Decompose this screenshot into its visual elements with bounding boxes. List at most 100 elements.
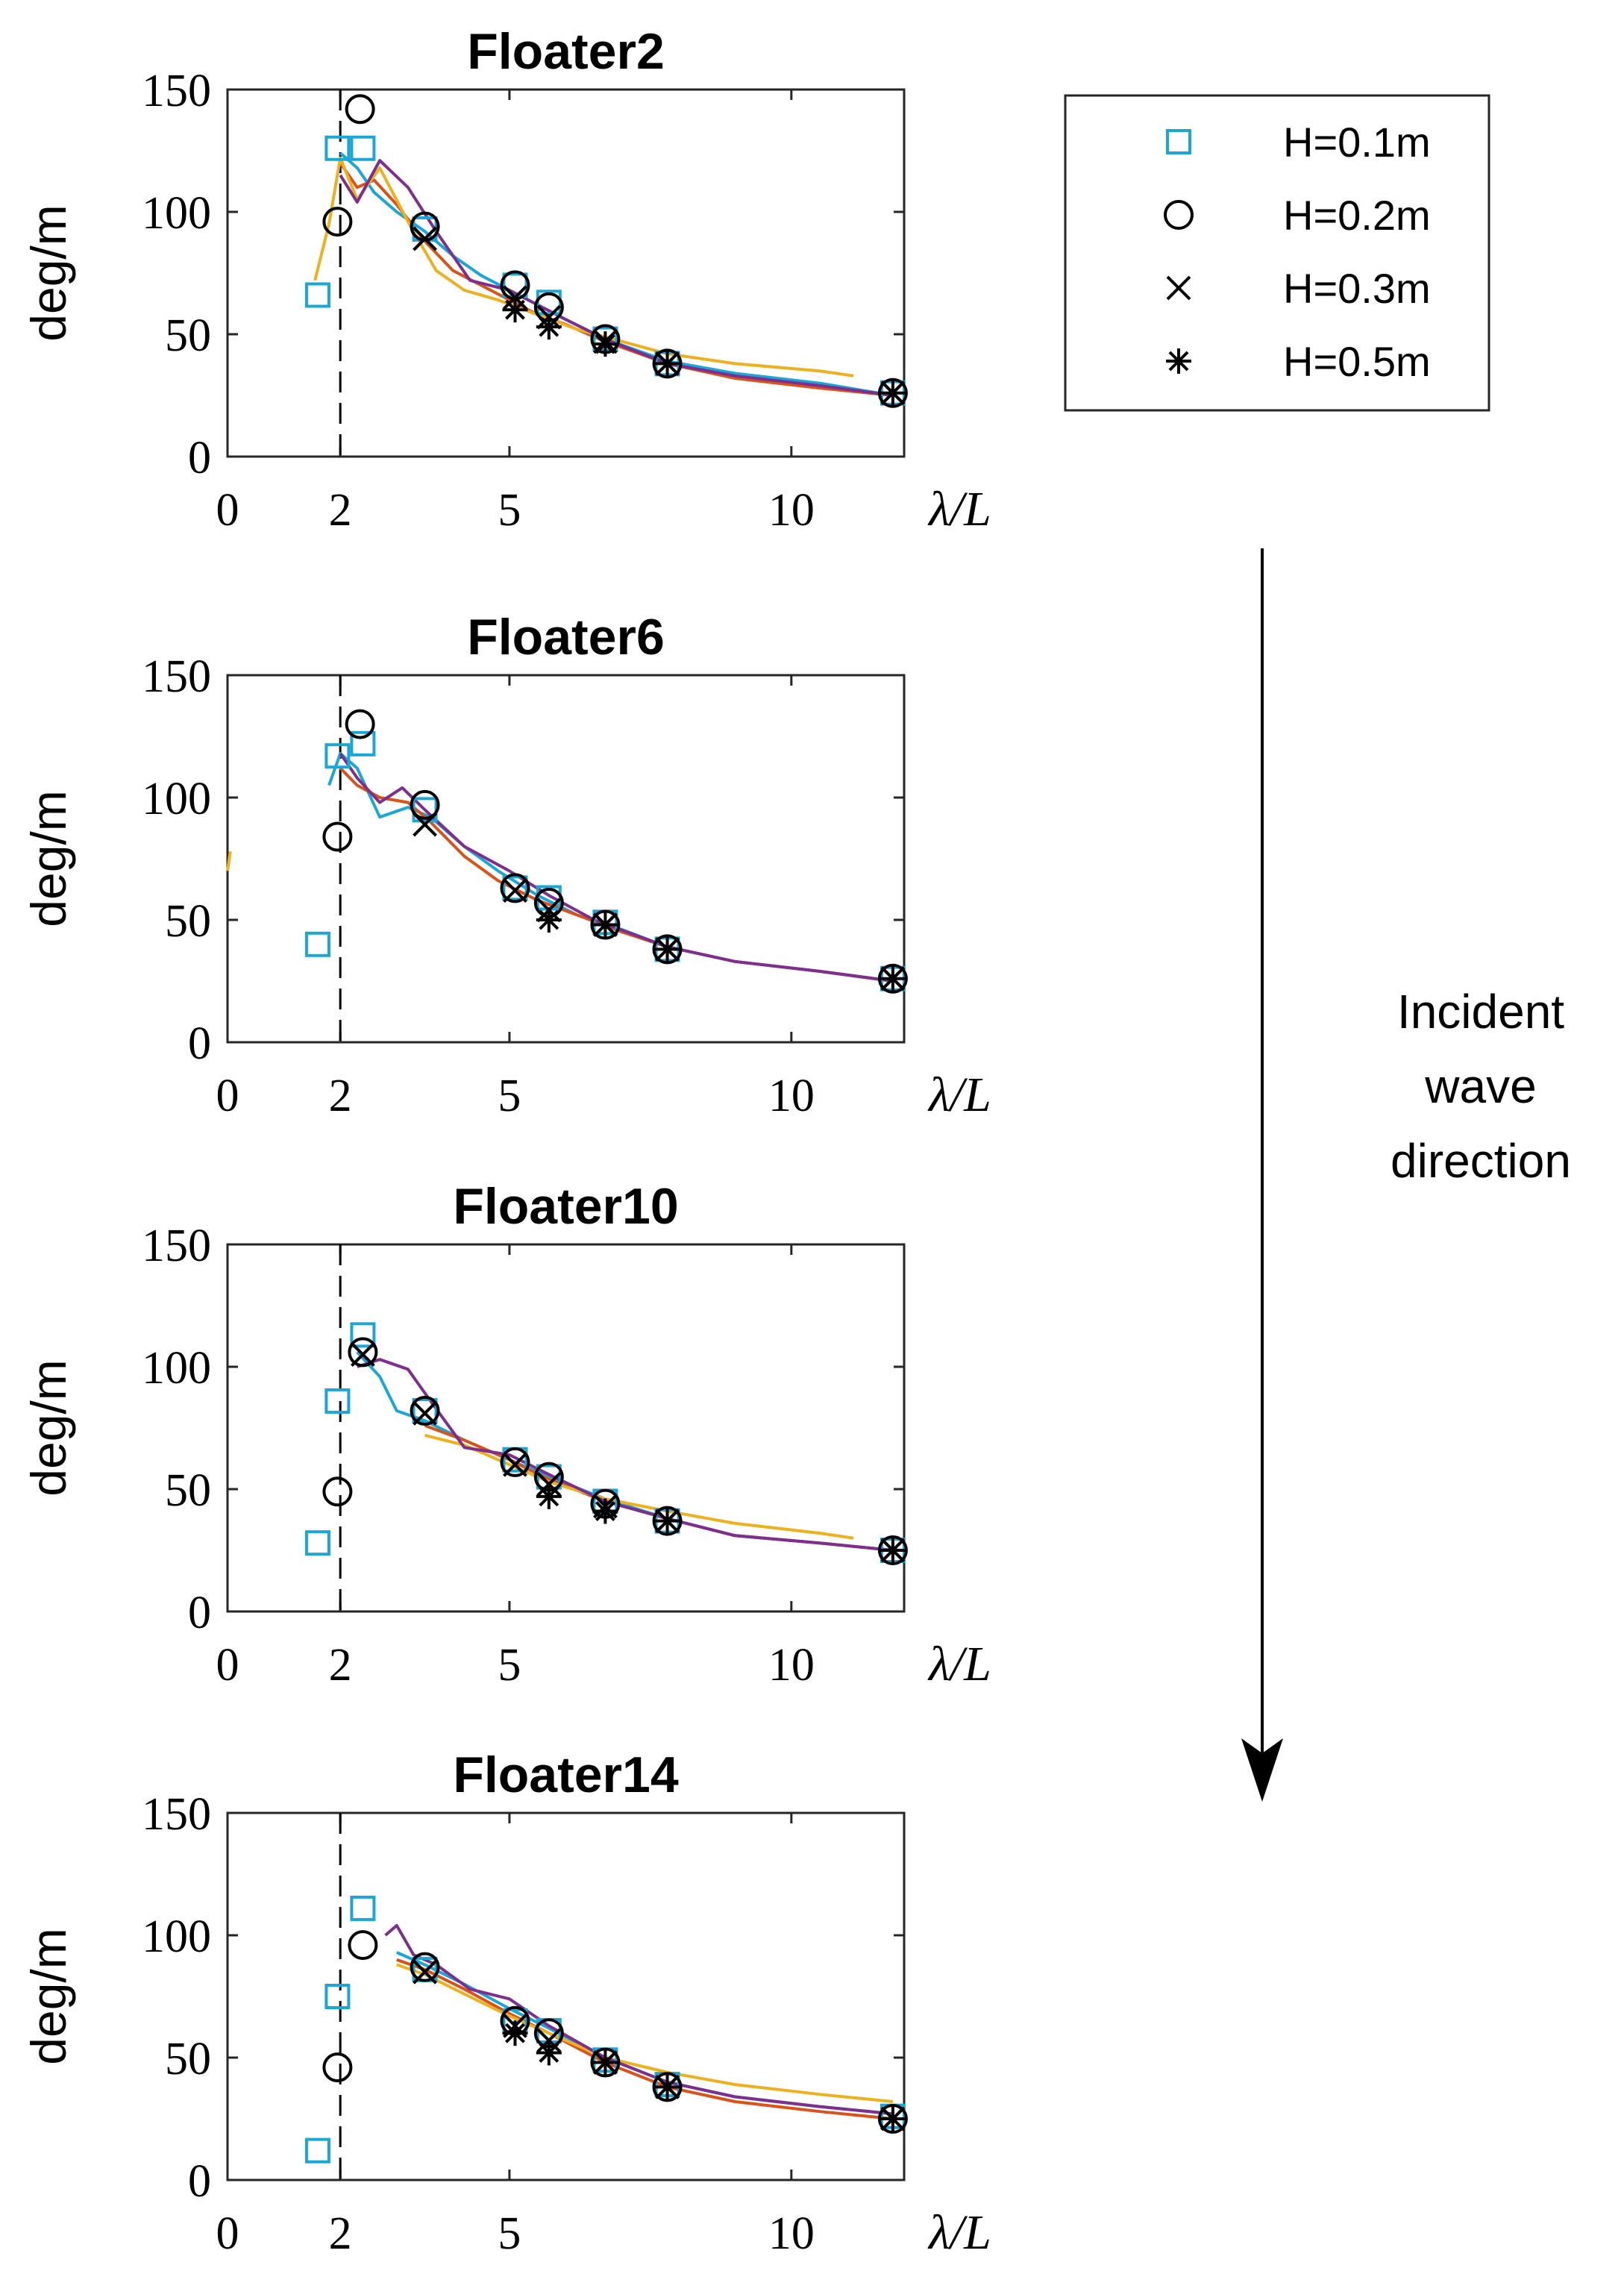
y-axis-label: deg/m [21,204,76,341]
marker-circle [322,207,353,237]
marker-asterisk [592,2049,618,2076]
series-line-h-0-1m [356,1350,894,1552]
legend-marker-x [1166,275,1191,301]
legend-box [1064,94,1490,412]
series-line-h-0-3m [396,1963,894,2103]
marker-square [304,1530,330,1556]
marker-asterisk-stroke [882,968,903,989]
axes-box [226,1811,906,2181]
marker-asterisk [502,2020,528,2046]
series-markers [304,94,908,408]
marker-x [503,878,527,903]
marker-asterisk [880,1538,906,1563]
marker-circle [322,1476,353,1507]
series-line-h-0-2m [339,767,894,983]
x-tick-label: 0 [216,485,239,536]
x-axis-label: λ/L [927,2205,991,2260]
marker-x-stroke [413,1959,437,1985]
marker-circle [345,94,375,125]
y-tick-label: 150 [142,1789,211,1840]
marker-asterisk [880,965,906,992]
panel-floater2: Floater2 0 50 100 150 0 2 5 10 λ/L deg/m [21,23,991,536]
series-line-h-0-3m [313,156,854,378]
y-tick-label: 50 [165,896,211,947]
x-tick-label: 5 [498,1640,521,1691]
x-axis-label: λ/L [927,482,991,536]
marker-asterisk [592,1498,618,1524]
marker-asterisk-stroke [657,939,677,959]
marker-square [304,2137,330,2164]
marker-circle [410,1952,440,1982]
annotation-text: wave [1424,1059,1536,1113]
y-tick-label: 0 [188,2156,211,2207]
marker-asterisk [654,1508,680,1534]
series-line-h-0-1m [339,151,894,397]
marker-asterisk-stroke [657,2076,677,2097]
panel-floater10: Floater10 0 50 100 150 0 2 5 10 λ/L deg/m [21,1178,991,1691]
marker-asterisk-stroke [595,333,615,354]
marker-x [350,1342,375,1368]
series-lines [313,151,894,397]
marker-asterisk-stroke [595,2052,615,2073]
marker-asterisk [536,314,562,340]
marker-asterisk-stroke [882,1540,903,1561]
y-tick-label: 0 [188,433,211,483]
marker-circle [348,1930,378,1961]
marker-x [503,1452,527,1477]
x-tick-label: 10 [768,1640,815,1691]
marker-asterisk [654,936,680,962]
legend-marker-asterisk-stroke [1168,351,1189,372]
marker-square [350,730,376,757]
incident-wave-arrow: Incident wave direction [1241,548,1571,1802]
marker-circle [877,2104,908,2134]
marker-x-stroke [413,226,437,251]
x-tick-label: 0 [216,2208,239,2259]
legend-label: H=0.5m [1283,338,1431,385]
marker-asterisk [654,2074,680,2100]
y-tick-label: 50 [165,2034,211,2084]
x-tick-label: 5 [498,485,521,536]
panel-title: Floater10 [453,1178,678,1235]
y-tick-label: 100 [142,188,211,239]
panel-title: Floater2 [467,23,665,80]
x-tick-label: 2 [329,2208,352,2259]
marker-circle [345,709,375,739]
marker-circle [500,873,530,903]
axes-box [226,1243,906,1613]
marker-square [304,931,330,957]
marker-asterisk-stroke [595,1501,615,1521]
marker-circle [348,1337,378,1368]
marker-circle [410,1396,440,1426]
marker-asterisk [880,380,906,406]
marker-asterisk [592,912,618,938]
panel-title: Floater14 [453,1747,679,1803]
marker-square [325,135,351,161]
x-tick-label: 0 [216,1640,239,1691]
legend-marker-square [1166,129,1191,154]
series-line-h-0-5m [384,1923,894,2116]
x-tick-label: 10 [768,485,815,536]
marker-asterisk-stroke [505,2023,525,2043]
legend-label: H=0.2m [1283,192,1431,239]
marker-circle [652,1506,683,1536]
series-markers [304,1895,908,2164]
annotation-text: direction [1391,1134,1571,1188]
marker-circle [500,1447,530,1477]
marker-asterisk-stroke [539,2043,559,2063]
x-axis-label: λ/L [927,1637,991,1691]
marker-asterisk-stroke [505,299,525,320]
x-tick-label: 0 [216,1071,239,1121]
series-lines [226,752,894,983]
annotation-text: Incident [1397,985,1564,1039]
legend-label: H=0.1m [1283,119,1431,166]
y-tick-label: 100 [142,1343,211,1394]
marker-x-stroke [350,1342,375,1368]
panel-floater14: Floater14 0 50 100 150 0 2 5 10 λ/L deg/m [21,1747,991,2260]
panel-floater6: Floater6 0 50 100 150 0 2 5 10 λ/L deg/m [21,609,991,1122]
marker-asterisk-stroke [539,316,559,337]
y-tick-label: 0 [188,1588,211,1638]
series-markers [304,709,908,994]
marker-x-stroke [503,1452,527,1477]
marker-x-stroke [413,1400,437,1426]
marker-circle [322,821,353,852]
